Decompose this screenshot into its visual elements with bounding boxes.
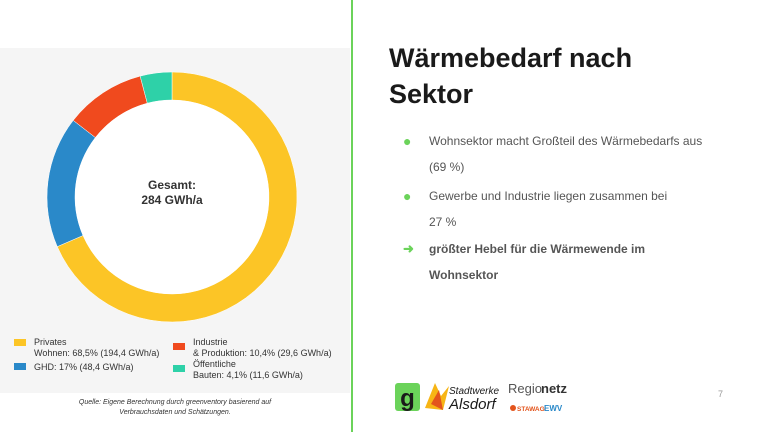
svg-text:g: g <box>400 385 415 412</box>
donut-chart <box>46 71 298 323</box>
legend-swatch <box>173 343 185 350</box>
title-line2: Sektor <box>389 79 474 109</box>
donut-hole <box>75 100 269 294</box>
chart-panel: Gesamt: 284 GWh/a Privates Wohnen: 68,5%… <box>0 0 352 432</box>
page-number: 7 <box>718 389 724 399</box>
svg-text:netz: netz <box>541 381 568 396</box>
legend-item-industrie: Industrie & Produktion: 10,4% (29,6 GWh/… <box>173 337 332 359</box>
legend-item-oeffentliche-bauten: Öffentliche Bauten: 4,1% (11,6 GWh/a) <box>173 359 303 381</box>
legend-swatch <box>14 363 26 370</box>
conclusion-line2: Wohnsektor <box>429 268 499 282</box>
title-line1: Wärmebedarf nach <box>389 43 633 73</box>
slide-title: Wärmebedarf nach Sektor <box>389 40 632 112</box>
source-note: Quelle: Eigene Berechnung durch greenven… <box>40 398 310 418</box>
legend-label: GHD: 17% (48,4 GWh/a) <box>34 362 134 372</box>
svg-text:Alsdorf: Alsdorf <box>448 396 498 413</box>
svg-text:EWV: EWV <box>544 404 563 413</box>
conclusion-line1: größter Hebel für die Wärmewende im <box>429 242 646 256</box>
legend-label: Industrie <box>193 337 228 347</box>
arrow-right-icon: ➜ <box>403 241 414 256</box>
svg-text:Stadtwerke: Stadtwerke <box>449 386 499 397</box>
legend-label: Öffentliche <box>193 359 236 369</box>
source-line1: Quelle: Eigene Berechnung durch greenven… <box>78 399 272 406</box>
bullet-text-line2: (69 %) <box>429 160 465 174</box>
legend-swatch <box>14 339 26 346</box>
bullet-text-line1: Wohnsektor macht Großteil des Wärmebedar… <box>429 134 703 148</box>
partner-logos: g Stadtwerke Alsdorf Regio netz STAWAG E… <box>395 381 568 413</box>
bullet-dot-icon: ● <box>403 133 412 149</box>
legend-swatch <box>173 365 185 372</box>
svg-text:STAWAG: STAWAG <box>517 406 545 413</box>
donut-center-label: Gesamt: 284 GWh/a <box>117 178 227 208</box>
center-label-line1: Gesamt: <box>147 178 197 192</box>
bullet-text-line1: Gewerbe und Industrie liegen zusammen be… <box>429 189 668 203</box>
bullet-text-line2: 27 % <box>429 215 457 229</box>
regionetz-logo: Regio netz STAWAG EWV <box>508 381 568 413</box>
legend-label: Privates <box>34 337 67 347</box>
source-line2: Verbrauchsdaten und Schätzungen. <box>119 409 231 416</box>
svg-text:Regio: Regio <box>508 381 542 396</box>
legend-item-privates-wohnen: Privates Wohnen: 68,5% (194,4 GWh/a) <box>14 337 159 359</box>
greenventory-logo: g <box>395 383 420 412</box>
stadtwerke-alsdorf-logo: Stadtwerke Alsdorf <box>425 383 499 413</box>
center-label-line2: 284 GWh/a <box>141 193 203 207</box>
panel-divider <box>351 0 353 432</box>
legend-item-ghd: GHD: 17% (48,4 GWh/a) <box>14 362 134 373</box>
legend-value: Bauten: 4,1% (11,6 GWh/a) <box>193 370 303 380</box>
bullet-dot-icon: ● <box>403 188 412 204</box>
legend-value: Wohnen: 68,5% (194,4 GWh/a) <box>34 348 160 358</box>
legend-value: & Produktion: 10,4% (29,6 GWh/a) <box>193 348 332 358</box>
